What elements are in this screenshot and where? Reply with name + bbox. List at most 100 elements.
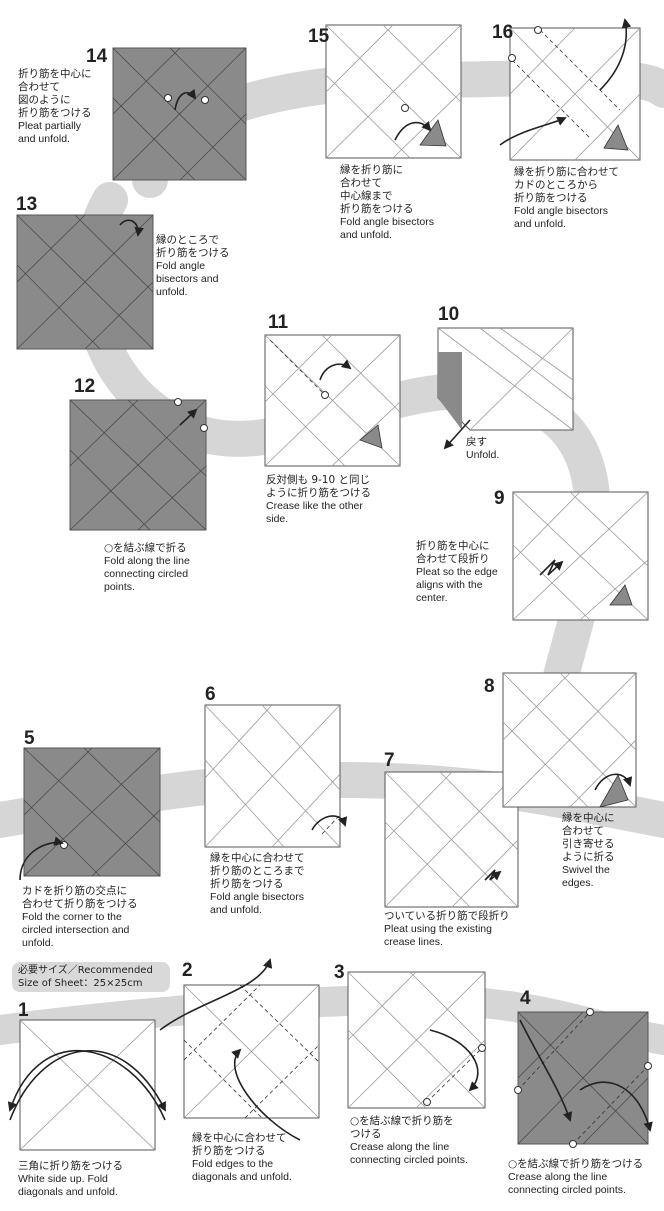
step-1-diagram: [7, 1019, 166, 1151]
step-10-diagram: [437, 327, 574, 450]
step-caption: 縁を折り筋に 合わせて 中心線まで 折り筋をつける Fold angle bisecto…: [340, 164, 434, 242]
reference-point: [423, 1098, 431, 1106]
step-number: 5: [24, 728, 35, 749]
dashed-crease: [183, 984, 261, 1061]
dashed-crease: [244, 1044, 320, 1119]
crease-line: [384, 771, 453, 841]
step-caption: 縁を中心に合わせて 折り筋のところまで 折り筋をつける Fold angle bise…: [210, 852, 305, 917]
caption-en-line: White side up. Fold: [18, 1173, 108, 1185]
step-caption: ついている折り筋で段折り Pleat using the existing crea…: [384, 910, 510, 949]
step-number: 2: [182, 960, 193, 981]
crease-line: [347, 1029, 427, 1109]
crease-line: [469, 327, 574, 431]
pleat-arrow: [539, 559, 564, 576]
crease-line: [264, 334, 401, 467]
caption-jp-line: 折り筋をつける: [210, 878, 284, 890]
reference-point: [201, 96, 209, 104]
caption-en-line: Crease along the line: [508, 1171, 608, 1183]
caption-en-line: Fold angle bisectors: [210, 891, 304, 903]
caption-en-line: Fold angle bisectors: [340, 216, 434, 228]
step-7-diagram: [384, 771, 519, 908]
fold-arrow: [394, 121, 432, 141]
caption-en-line: diagonals and unfold.: [18, 1186, 118, 1198]
crease-line: [16, 214, 86, 283]
reference-point: [164, 94, 172, 102]
step-number: 3: [334, 962, 345, 983]
caption-jp-line: 縁を折り筋に合わせて: [514, 166, 619, 178]
caption-jp-line: 縁のところで: [156, 234, 219, 246]
crease-line: [569, 739, 637, 808]
crease-line: [517, 1011, 649, 1145]
caption-en-line: Fold edges to the: [192, 1158, 274, 1170]
fold-arrow: [519, 1019, 573, 1122]
caption-en-line: Crease along the line: [350, 1141, 450, 1153]
caption-en-line: center.: [416, 592, 448, 604]
crease-line: [415, 1039, 486, 1109]
dashed-crease: [321, 814, 341, 835]
caption-jp-line: 引き寄せる: [562, 838, 615, 850]
caption-jp-line: 折り筋を中心に: [416, 540, 490, 552]
caption-jp-line: 合わせて段折り: [416, 553, 490, 565]
caption-jp-line: ように折り筋をつける: [266, 487, 371, 499]
fold-arrow: [429, 1029, 479, 1092]
caption-jp-line: 折り筋をつける: [192, 1145, 266, 1157]
dashed-crease: [539, 29, 621, 111]
crease-line: [512, 491, 649, 621]
crease-line: [69, 449, 151, 531]
caption-jp-line: カドのところから: [514, 179, 598, 191]
sheet-size-value: Size of Sheet：25×25cm: [18, 978, 143, 989]
reference-point: [534, 26, 542, 34]
crease-line: [204, 704, 273, 779]
crease-line: [91, 809, 161, 877]
step-15-diagram: [325, 24, 462, 159]
crease-line: [509, 27, 641, 161]
unfold-arrow: [443, 419, 471, 450]
caption-en-line: crease lines.: [384, 936, 443, 948]
step-number: 16: [492, 22, 514, 43]
crease-line: [83, 747, 161, 823]
crease-line: [409, 971, 486, 1048]
step-number: 4: [520, 988, 531, 1009]
step-number: 7: [384, 750, 395, 771]
crease-line: [179, 113, 247, 181]
step-caption: 縁を中心に合わせて 折り筋をつける Fold edges to the diagona…: [192, 1132, 292, 1184]
crease-line: [331, 401, 401, 467]
dashed-crease: [269, 339, 326, 396]
caption-en-line: bisectors and: [156, 273, 219, 285]
step-number: 8: [484, 676, 495, 697]
fold-arrow: [231, 1048, 301, 1141]
caption-jp-line: 折り筋をつける: [156, 247, 230, 259]
caption-jp-line: ○を結ぶ線で折り筋を: [350, 1115, 454, 1127]
caption-jp-line: 縁を中心に合わせて: [192, 1132, 287, 1144]
caption-jp-line: 縁を中心に: [562, 812, 615, 824]
fold-arrow: [311, 815, 348, 831]
caption-jp-line: 折り筋のところまで: [210, 865, 305, 877]
crease-line: [382, 24, 462, 103]
caption-en-line: Swivel the: [562, 864, 610, 876]
fold-arrow: [594, 773, 633, 791]
caption-en-line: connecting circled: [104, 568, 189, 580]
step-13-diagram: [16, 214, 154, 350]
crease-line: [321, 334, 401, 413]
step-number: 9: [494, 488, 505, 509]
caption-en-line: unfold.: [22, 937, 54, 949]
fold-arrow: [579, 1081, 653, 1132]
caption-en-line: Pleat so the edge: [416, 566, 498, 578]
crease-line: [512, 544, 591, 621]
pleat-flap: [419, 119, 447, 147]
crease-line: [559, 672, 637, 751]
caption-en-line: aligns with the: [416, 579, 483, 591]
step-12-diagram: [69, 398, 208, 531]
crease-line: [23, 747, 93, 816]
crease-line: [502, 672, 637, 808]
crease-line: [19, 1019, 156, 1151]
caption-jp-line: 中心線まで: [340, 190, 393, 202]
caption-jp-line: 縁を中心に合わせて: [210, 852, 305, 864]
caption-jp-line: カドを折り筋の交点に: [22, 885, 127, 897]
pleat-flap: [359, 424, 383, 449]
crease-line: [437, 327, 574, 431]
crease-line: [384, 821, 471, 908]
sheet-size-label: 必要サイズ／Recommended: [18, 965, 153, 976]
caption-en-line: Pleat partially: [18, 120, 82, 132]
